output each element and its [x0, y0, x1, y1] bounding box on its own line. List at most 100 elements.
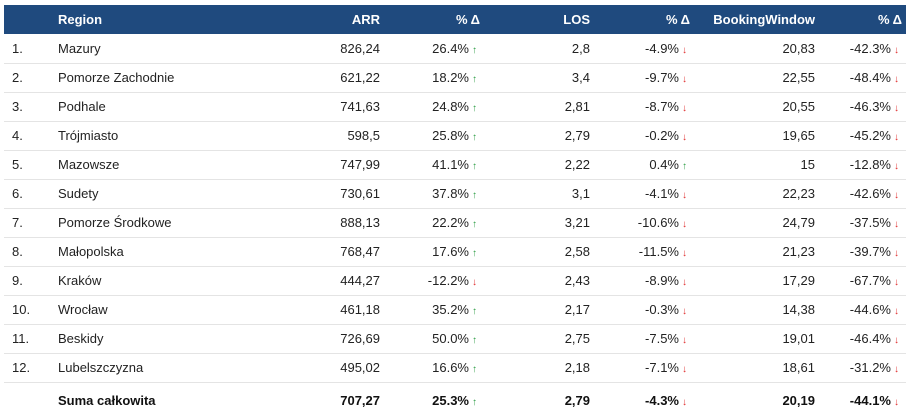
row-booking-window: 19,01: [782, 331, 815, 346]
total-row: Suma całkowita 707,27 25.3% ↑ 2,79 -4.3% ↓…: [4, 382, 906, 418]
row-index: 7.: [12, 215, 23, 230]
arrow-up-icon: ↑: [472, 335, 477, 346]
row-arr-delta: 37.8% ↑: [384, 179, 484, 208]
row-los: 2,18: [564, 360, 590, 375]
row-bw-delta: -48.4% ↓: [819, 63, 906, 92]
row-los-delta: -0.2% ↓: [594, 121, 694, 150]
row-region: Sudety: [58, 186, 99, 201]
table-row[interactable]: 12. Lubelszczyzna 495,02 16.6% ↑ 2,18 -7.1% ↓ 18…: [4, 353, 906, 382]
arrow-down-icon: ↓: [472, 277, 477, 288]
row-region: Mazowsze: [58, 157, 120, 172]
row-arr: 747,99: [340, 157, 380, 172]
row-arr-delta: 24.8% ↑: [384, 92, 484, 121]
table-row[interactable]: 3. Podhale 741,63 24.8% ↑ 2,81 -8.7% ↓ 20,55 -46.…: [4, 92, 906, 121]
row-index: 5.: [12, 157, 23, 172]
row-los-delta: -9.7% ↓: [594, 63, 694, 92]
table-row[interactable]: 2. Pomorze Zachodnie 621,22 18.2% ↑ 3,4 -9.7% ↓…: [4, 63, 906, 92]
row-region: Beskidy: [58, 331, 104, 346]
row-index: 3.: [12, 99, 23, 114]
arrow-down-icon: ↓: [894, 248, 899, 259]
row-los: 2,17: [564, 302, 590, 317]
table-header-row: Region ARR % Δ LOS % Δ BookingWindow % Δ: [4, 5, 906, 34]
table-row[interactable]: 9. Kraków 444,27 -12.2% ↓ 2,43 -8.9% ↓ 17,29 -67.…: [4, 266, 906, 295]
header-arr[interactable]: ARR: [351, 12, 380, 27]
table-body: 1. Mazury 826,24 26.4% ↑ 2,8 -4.9% ↓ 20,83 -42.3%…: [4, 34, 906, 382]
arrow-down-icon: ↓: [682, 190, 687, 201]
row-booking-window: 17,29: [782, 273, 815, 288]
row-index: 12.: [12, 360, 31, 375]
total-los-delta: -4.3% ↓: [594, 382, 694, 418]
row-los: 2,79: [564, 128, 590, 143]
arrow-down-icon: ↓: [894, 396, 899, 408]
arrow-down-icon: ↓: [894, 74, 899, 85]
row-arr-delta: 17.6% ↑: [384, 237, 484, 266]
row-arr: 826,24: [340, 40, 380, 56]
row-bw-delta: -46.4% ↓: [819, 324, 906, 353]
header-los[interactable]: LOS: [563, 12, 590, 27]
row-index: 2.: [12, 70, 23, 85]
row-region: Podhale: [58, 99, 106, 114]
total-label: Suma całkowita: [58, 392, 156, 408]
arrow-up-icon: ↑: [472, 74, 477, 85]
arrow-up-icon: ↑: [472, 103, 477, 114]
arrow-down-icon: ↓: [682, 248, 687, 259]
arrow-down-icon: ↓: [682, 103, 687, 114]
total-booking-window: 20,19: [782, 392, 815, 408]
row-los-delta: -4.1% ↓: [594, 179, 694, 208]
row-arr-delta: 35.2% ↑: [384, 295, 484, 324]
row-index: 11.: [12, 331, 30, 346]
arrow-up-icon: ↑: [472, 190, 477, 201]
row-booking-window: 18,61: [782, 360, 815, 375]
table-row[interactable]: 10. Wrocław 461,18 35.2% ↑ 2,17 -0.3% ↓ 14,38 -44…: [4, 295, 906, 324]
row-bw-delta: -67.7% ↓: [819, 266, 906, 295]
row-los-delta: -10.6% ↓: [594, 208, 694, 237]
table-row[interactable]: 6. Sudety 730,61 37.8% ↑ 3,1 -4.1% ↓ 22,23 -42.6%…: [4, 179, 906, 208]
table-row[interactable]: 4. Trójmiasto 598,5 25.8% ↑ 2,79 -0.2% ↓ 19,65 -4…: [4, 121, 906, 150]
arrow-down-icon: ↓: [682, 44, 687, 56]
row-bw-delta: -46.3% ↓: [819, 92, 906, 121]
table-row[interactable]: 7. Pomorze Środkowe 888,13 22.2% ↑ 3,21 -10.6%…: [4, 208, 906, 237]
row-index: 9.: [12, 273, 23, 288]
row-bw-delta: -44.6% ↓: [819, 295, 906, 324]
row-arr-delta: -12.2% ↓: [384, 266, 484, 295]
table-row[interactable]: 5. Mazowsze 747,99 41.1% ↑ 2,22 0.4% ↑ 15 -12.8% ↓: [4, 150, 906, 179]
table-row[interactable]: 1. Mazury 826,24 26.4% ↑ 2,8 -4.9% ↓ 20,83 -42.3%…: [4, 34, 906, 63]
table-row[interactable]: 11. Beskidy 726,69 50.0% ↑ 2,75 -7.5% ↓ 19,01 -46…: [4, 324, 906, 353]
row-booking-window: 20,83: [782, 40, 815, 56]
row-bw-delta: -42.6% ↓: [819, 179, 906, 208]
arrow-down-icon: ↓: [894, 335, 899, 346]
arrow-down-icon: ↓: [682, 306, 687, 317]
arrow-down-icon: ↓: [682, 74, 687, 85]
row-index: 8.: [12, 244, 23, 259]
header-booking-window[interactable]: BookingWindow: [713, 12, 815, 27]
row-arr-delta: 22.2% ↑: [384, 208, 484, 237]
arrow-down-icon: ↓: [894, 277, 899, 288]
row-los-delta: -7.1% ↓: [594, 353, 694, 382]
row-los-delta: -0.3% ↓: [594, 295, 694, 324]
header-los-delta[interactable]: % Δ: [665, 12, 690, 27]
row-los-delta: -4.9% ↓: [594, 34, 694, 63]
row-los: 2,22: [564, 157, 590, 172]
header-bw-delta[interactable]: % Δ: [877, 12, 902, 27]
arrow-down-icon: ↓: [682, 396, 687, 408]
arrow-down-icon: ↓: [682, 277, 687, 288]
row-arr-delta: 41.1% ↑: [384, 150, 484, 179]
row-arr: 730,61: [340, 186, 380, 201]
row-arr: 461,18: [340, 302, 380, 317]
row-los-delta: -7.5% ↓: [594, 324, 694, 353]
row-region: Kraków: [58, 273, 102, 288]
arrow-down-icon: ↓: [682, 364, 687, 375]
total-index: [4, 382, 44, 418]
region-stats-table: Region ARR % Δ LOS % Δ BookingWindow % Δ…: [4, 5, 906, 418]
header-arr-delta[interactable]: % Δ: [455, 12, 480, 27]
arrow-down-icon: ↓: [894, 161, 899, 172]
row-arr-delta: 18.2% ↑: [384, 63, 484, 92]
arrow-down-icon: ↓: [682, 132, 687, 143]
header-region[interactable]: Region: [58, 12, 103, 27]
row-index: 10.: [12, 302, 31, 317]
row-booking-window: 24,79: [782, 215, 815, 230]
arrow-up-icon: ↑: [472, 396, 477, 408]
row-los: 3,21: [564, 215, 590, 230]
table-row[interactable]: 8. Małopolska 768,47 17.6% ↑ 2,58 -11.5% ↓ 21,23…: [4, 237, 906, 266]
